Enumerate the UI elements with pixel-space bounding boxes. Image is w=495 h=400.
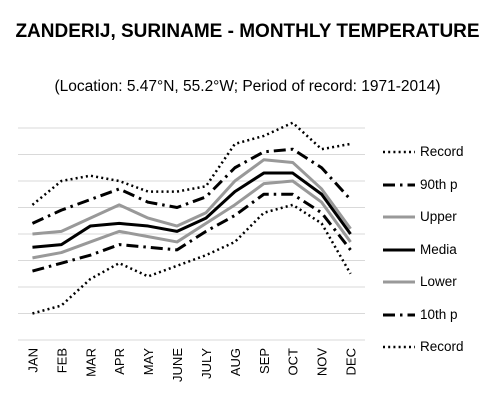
legend-label: Lower	[420, 274, 457, 289]
x-tick-label: JUNE	[170, 348, 185, 382]
x-tick-label: AUG	[228, 348, 243, 376]
x-tick-label: SEP	[257, 348, 272, 374]
x-tick-label: NOV	[315, 348, 330, 377]
chart-title: ZANDERIJ, SURINAME - MONTHLY TEMPERATURE	[15, 21, 480, 42]
series-line-6	[32, 192, 352, 273]
legend-swatch	[383, 215, 415, 219]
legend-label: Media	[420, 241, 457, 257]
legend-label: 10th p	[420, 306, 458, 322]
x-tick-label: JAN	[25, 348, 40, 373]
series-line-2	[31, 147, 352, 225]
x-tick-label: MAY	[141, 348, 156, 376]
legend-swatch	[383, 313, 415, 316]
series-lines	[31, 121, 352, 315]
legend-swatch	[383, 280, 415, 284]
series-line-3	[32, 158, 352, 236]
x-tick-labels: JAN FEB MAR APR MAY JUNE JULY AUG SEP OCT NOV DEC	[25, 348, 358, 382]
legend-swatch	[383, 248, 415, 251]
series-line-1	[31, 121, 351, 206]
x-tick-label: MAR	[83, 348, 98, 377]
legend-swatch	[383, 150, 415, 154]
legend-label: Record	[420, 339, 464, 354]
series-line-4	[32, 171, 352, 249]
series-line-7	[32, 203, 352, 315]
x-tick-label: JULY	[199, 348, 214, 379]
x-tick-label: DEC	[344, 348, 359, 375]
legend-swatch	[383, 345, 415, 349]
legend-label: Record	[420, 144, 464, 159]
series-line-5	[32, 179, 352, 260]
legend-label: Upper	[420, 209, 457, 224]
legend-label: 90th p	[420, 176, 458, 192]
chart-subtitle: (Location: 5.47°N, 55.2°W; Period of rec…	[54, 78, 441, 95]
legend-swatch	[383, 183, 415, 186]
x-tick-label: APR	[112, 348, 127, 375]
x-tick-label: FEB	[54, 348, 69, 373]
x-tick-label: OCT	[286, 348, 301, 376]
gridlines	[18, 127, 365, 341]
